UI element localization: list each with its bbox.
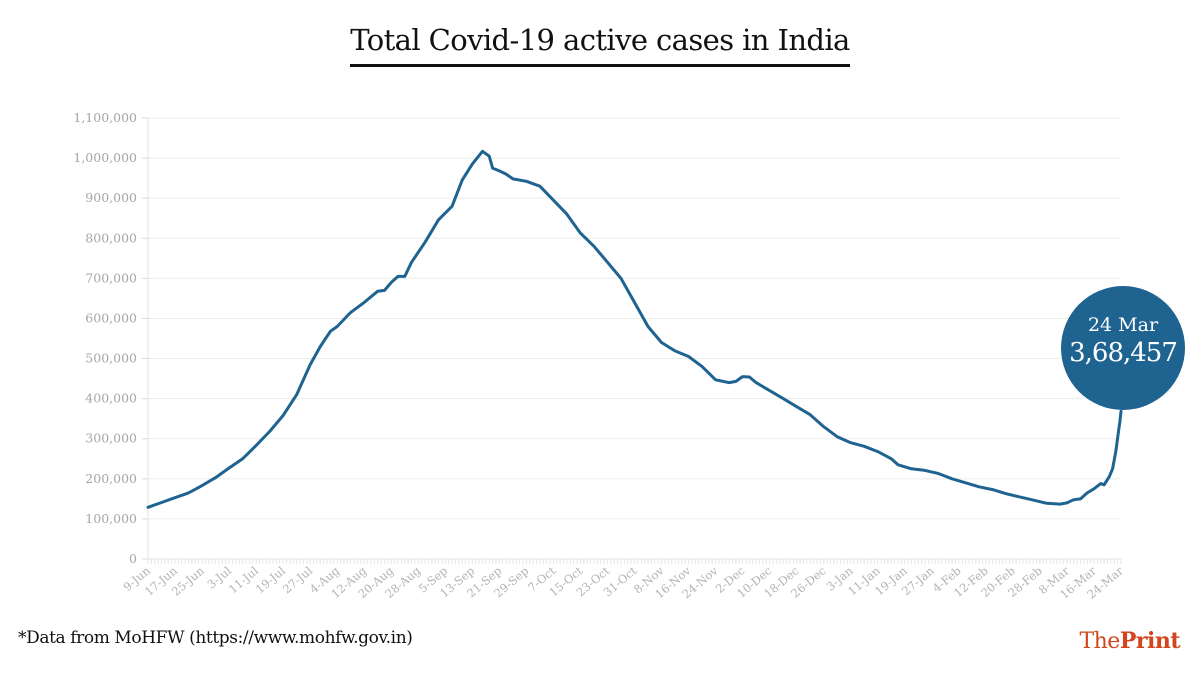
brand-logo: ThePrint bbox=[1079, 628, 1180, 654]
y-tick-label: 200,000 bbox=[85, 471, 137, 486]
y-tick-label: 0 bbox=[129, 551, 137, 566]
brand-part1: The bbox=[1079, 629, 1120, 654]
x-tick-label: 27-Jul bbox=[280, 563, 315, 596]
y-axis-ticks: 0 100,000 200,000 300,000 400,000 500,000 600,… bbox=[73, 110, 148, 566]
title-wrap: Total Covid-19 active cases in India bbox=[0, 22, 1200, 67]
y-tick-label: 500,000 bbox=[85, 351, 137, 366]
x-tick-label: 19-Jul bbox=[253, 563, 288, 596]
brand-part2: Print bbox=[1119, 628, 1181, 654]
callout-date: 24 Mar bbox=[1087, 314, 1159, 336]
callout-bubble: 24 Mar 3,68,457 bbox=[1061, 286, 1185, 410]
y-tick-label: 400,000 bbox=[85, 391, 137, 406]
y-tick-label: 1,000,000 bbox=[73, 150, 137, 165]
x-axis bbox=[147, 118, 1122, 564]
x-axis-tick-labels: 9-Jun17-Jun25-Jun3-Jul11-Jul19-Jul27-Jul… bbox=[120, 563, 1126, 602]
y-tick-label: 900,000 bbox=[85, 190, 137, 205]
y-tick-label: 100,000 bbox=[85, 511, 137, 526]
source-note: *Data from MoHFW (https://www.mohfw.gov.… bbox=[18, 628, 413, 648]
y-tick-label: 600,000 bbox=[85, 310, 137, 325]
x-tick-label: 11-Jul bbox=[226, 563, 261, 596]
y-tick-label: 800,000 bbox=[85, 230, 137, 245]
callout-value: 3,68,457 bbox=[1069, 338, 1178, 368]
gridlines bbox=[148, 117, 1121, 560]
chart-title: Total Covid-19 active cases in India bbox=[350, 22, 850, 67]
series-line-active-cases bbox=[146, 149, 1123, 509]
y-tick-label: 1,100,000 bbox=[73, 110, 137, 125]
y-tick-label: 300,000 bbox=[85, 431, 137, 446]
y-tick-label: 700,000 bbox=[85, 270, 137, 285]
